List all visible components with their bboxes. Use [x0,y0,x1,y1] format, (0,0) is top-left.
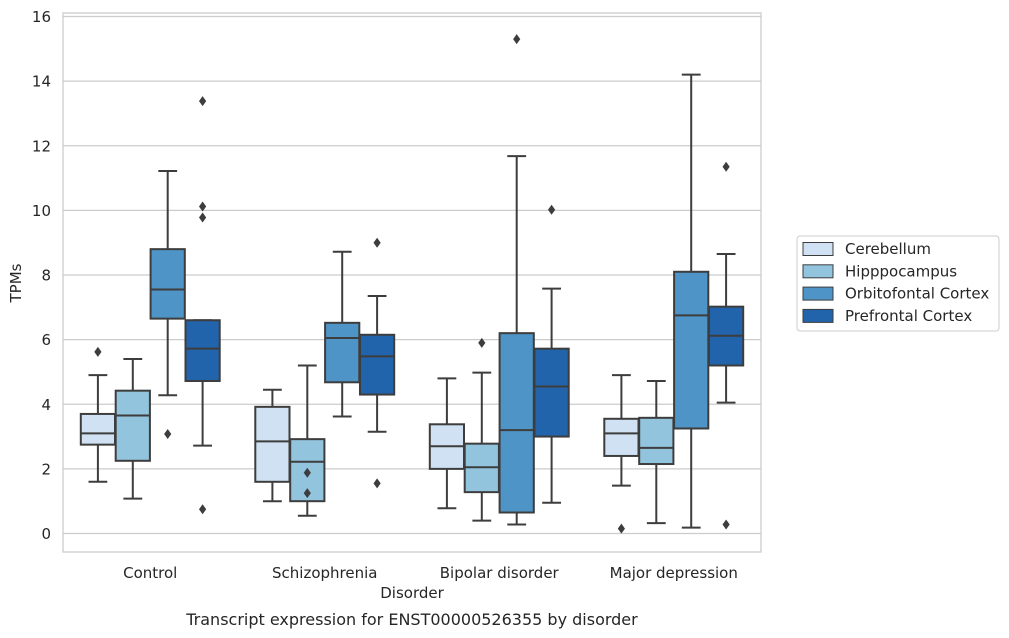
grid-lines [63,15,761,535]
figure-caption: Transcript expression for ENST0000052635… [185,610,638,629]
legend-swatch [802,242,834,256]
box-plot [254,388,291,503]
box-iqr [79,412,117,446]
box-iqr [673,270,710,430]
box-plot [533,204,570,504]
outlier-point [478,337,486,348]
box-plot [707,161,745,530]
y-tick-label: 6 [41,331,51,349]
legend-swatch [802,286,834,301]
box-plot [358,237,396,489]
box-iqr [533,347,570,438]
box-iqr [324,321,361,384]
box-iqr [638,416,675,466]
y-tick-label: 2 [41,460,51,478]
x-tick-label: Schizophrenia [272,564,377,582]
box-plot [184,96,221,515]
x-tick-label: Control [123,564,177,582]
box-plot [289,364,326,517]
plot-area-frame [62,12,762,553]
legend: Cerebellum Hipppocampus Orbitofontal Corte… [796,235,1000,332]
outlier-point [199,96,207,107]
box-iqr [254,405,291,483]
y-tick-label: 16 [32,8,51,26]
box-plot [114,358,151,500]
y-tick-label: 0 [41,525,51,543]
legend-label: Prefrontal Cortex [845,307,972,325]
outlier-point [199,212,207,223]
legend-swatch [802,308,834,323]
y-tick-labels: 0 2 4 6 8 10 12 14 16 [32,8,51,543]
legend-label: Orbitofontal Cortex [845,285,989,303]
outlier-point [199,201,207,212]
outlier-point [548,204,556,215]
outlier-point [94,346,102,357]
box-iqr [149,248,186,320]
outlier-point [303,467,311,478]
x-tick-label: Major depression [610,564,738,582]
box-plot [498,34,535,526]
outlier-point [164,428,172,439]
legend-swatch [802,264,834,279]
outlier-point [303,488,311,499]
box-plot [149,169,186,439]
x-tick-labels: Control Schizophrenia Bipolar disorder Majo… [123,564,738,582]
outlier-point [373,478,381,489]
box-plot [638,379,675,525]
box-iqr [358,333,396,396]
box-plots [79,34,745,534]
box-iqr [498,332,535,514]
y-tick-label: 4 [41,396,51,414]
y-tick-label: 12 [32,137,51,155]
legend-label: Cerebellum [845,240,931,258]
box-iqr [114,389,151,462]
y-tick-label: 10 [32,202,51,220]
x-axis-label: Disorder [380,584,444,602]
box-iqr [184,319,221,382]
box-plot [603,374,640,534]
box-plot [79,346,117,483]
box-plot [463,337,500,522]
legend-frame [796,235,1000,332]
y-axis-label: TPMs [7,263,25,303]
outlier-point [199,504,207,515]
outlier-point [617,523,625,534]
y-tick-label: 8 [41,267,51,285]
box-plot [428,377,466,510]
legend-label: Hipppocampus [845,262,957,280]
y-tick-label: 14 [32,73,51,91]
outlier-point [722,519,730,530]
x-tick-label: Bipolar disorder [440,564,560,582]
box-iqr [603,417,640,457]
outlier-point [373,237,381,248]
outlier-point [722,161,730,172]
outlier-point [513,34,521,45]
